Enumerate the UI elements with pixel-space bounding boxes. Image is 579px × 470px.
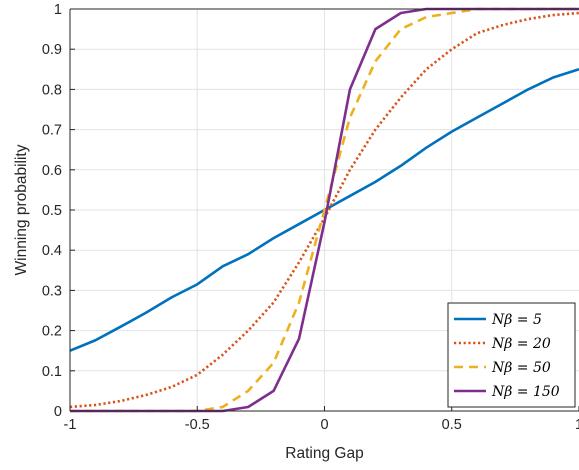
y-tick-label: 0.1 xyxy=(42,364,62,380)
grid xyxy=(70,9,579,411)
y-axis-label: Winning probability xyxy=(13,144,30,275)
y-tick-label: 0.6 xyxy=(42,163,62,179)
y-tick-label: 0.4 xyxy=(42,243,62,259)
axes xyxy=(69,8,579,412)
legend-label-2: Nβ = 50 xyxy=(491,360,551,376)
x-tick-label: 1 xyxy=(575,417,579,433)
tick-labels: -1 -0.5 0 0.5 1 0 0.1 0.2 0.3 0.4 0.5 0.6 0.7 0.8 0.9 1 xyxy=(42,2,579,433)
y-tick-label: 1 xyxy=(54,2,62,18)
x-tick-label: -0.5 xyxy=(185,417,210,433)
x-axis-label: Rating Gap xyxy=(285,445,363,462)
y-tick-label: 0.7 xyxy=(42,123,62,139)
legend-label-1: Nβ = 20 xyxy=(491,336,551,352)
x-tick-label: 0 xyxy=(320,417,328,433)
y-tick-label: 0.3 xyxy=(42,283,62,299)
y-tick-label: 0.2 xyxy=(42,324,62,340)
legend-label-3: Nβ = 150 xyxy=(491,384,560,400)
x-tick-label: 0.5 xyxy=(442,417,462,433)
y-tick-label: 0.8 xyxy=(42,82,62,98)
legend: Nβ = 5 Nβ = 20 Nβ = 50 Nβ = 150 xyxy=(447,302,576,408)
legend-box xyxy=(447,302,576,408)
x-tick-label: -1 xyxy=(64,417,77,433)
legend-label-0: Nβ = 5 xyxy=(491,312,542,328)
y-tick-label: 0 xyxy=(54,404,62,420)
y-tick-label: 0.5 xyxy=(42,203,62,219)
y-tick-label: 0.9 xyxy=(42,42,62,58)
